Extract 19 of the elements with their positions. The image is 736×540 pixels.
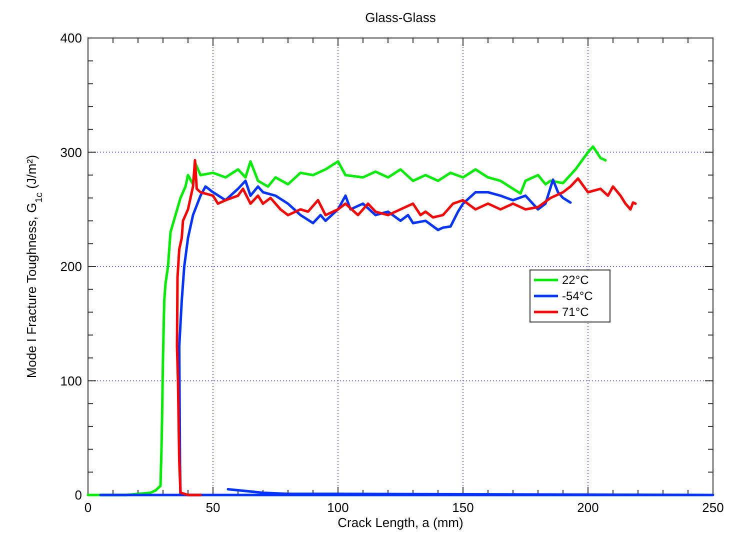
y-tick-label: 400 xyxy=(60,30,82,46)
x-tick-label: 50 xyxy=(206,500,220,515)
line-series xyxy=(176,159,637,496)
x-axis-title: Crack Length, a (mm) xyxy=(338,515,464,530)
legend-label: 22°C xyxy=(562,273,590,287)
legend-label: -54°C xyxy=(562,289,594,303)
x-tick-label: 250 xyxy=(702,500,724,515)
line-series xyxy=(86,145,607,496)
line-series xyxy=(99,178,714,496)
x-tick-label: 150 xyxy=(452,500,474,515)
x-tick-label: 100 xyxy=(327,500,349,515)
x-tick-label: 200 xyxy=(577,500,599,515)
y-tick-label: 200 xyxy=(60,259,82,274)
chart-title: Glass-Glass xyxy=(365,10,436,25)
y-tick-label: 100 xyxy=(60,373,82,388)
y-tick-label: 300 xyxy=(60,144,82,160)
x-tick-label: 0 xyxy=(84,500,92,515)
y-tick-label: 0 xyxy=(74,488,82,502)
legend-label: 71°C xyxy=(562,305,590,319)
